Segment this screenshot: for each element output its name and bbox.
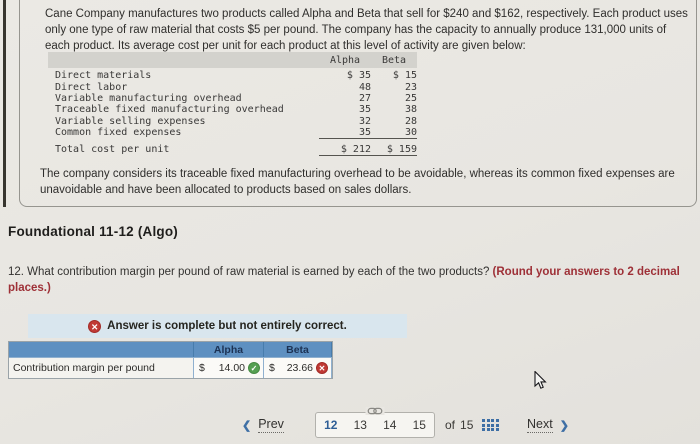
next-label: Next (527, 417, 553, 433)
screen-edge-line (3, 0, 6, 207)
total-row-label: Total cost per unit (55, 144, 170, 156)
correct-icon: ✓ (248, 362, 260, 374)
page-button-14[interactable]: 14 (383, 418, 397, 432)
row-label: Direct labor (55, 81, 128, 93)
grading-status-text: Answer is complete but not entirely corr… (107, 320, 347, 332)
cost-table-header-row: Alpha Beta (48, 52, 417, 68)
question-body: 12. What contribution margin per pound o… (8, 266, 493, 278)
next-button[interactable]: Next ❯ (527, 417, 569, 433)
beta-answer-cell[interactable]: $ 23.66 ✕ (264, 358, 332, 378)
chevron-right-icon: ❯ (559, 419, 569, 432)
table-row: Variable manufacturing overhead 27 25 (48, 93, 417, 104)
row-beta-value: 28 (404, 115, 417, 127)
row-alpha-value: 35 (358, 126, 371, 138)
row-label: Variable manufacturing overhead (55, 92, 242, 104)
incorrect-icon: ✕ (316, 362, 328, 374)
problem-intro-paragraph: Cane Company manufactures two products c… (45, 8, 688, 52)
answer-table-row: Contribution margin per pound $ 14.00 ✓ … (9, 357, 332, 378)
alpha-answer-cell[interactable]: $ 14.00 ✓ (194, 358, 264, 378)
grading-status-banner: ✕ Answer is complete but not entirely co… (28, 314, 407, 338)
link-icon (365, 407, 385, 415)
row-alpha-value: 27 (358, 92, 371, 104)
total-alpha-value: $ 212 (340, 143, 371, 155)
mouse-cursor-icon (534, 370, 549, 396)
total-pages: 15 (460, 418, 474, 432)
question-map-grid-icon[interactable] (482, 419, 499, 432)
row-beta-value: 30 (404, 126, 417, 138)
row-beta-value: 25 (404, 92, 417, 104)
page-button-15[interactable]: 15 (412, 418, 426, 432)
table-row: Common fixed expenses 35 30 (48, 126, 417, 139)
cost-table-header-beta: Beta (381, 54, 407, 66)
row-label: Traceable fixed manufacturing overhead (55, 104, 284, 116)
row-beta-value: 38 (404, 104, 417, 116)
row-alpha-value: $ 35 (346, 70, 371, 82)
row-alpha-value: 32 (358, 115, 371, 127)
question-rounding-instruction: (Round your answers to 2 decimal places.… (8, 266, 680, 295)
answer-row-label: Contribution margin per pound (9, 358, 194, 378)
table-row: Direct materials $ 35 $ 15 (48, 70, 417, 81)
answer-table-corner-cell (9, 342, 194, 357)
currency-symbol: $ (269, 362, 275, 374)
page-button-12[interactable]: 12 (324, 418, 338, 432)
row-beta-value: 23 (404, 81, 417, 93)
beta-answer-value: 23.66 (286, 362, 313, 374)
cost-table-header-alpha: Alpha (329, 54, 361, 66)
row-alpha-value: 35 (358, 104, 371, 116)
cost-per-unit-table: Alpha Beta Direct materials $ 35 $ 15 Dir… (48, 52, 417, 156)
total-beta-value: $ 159 (386, 143, 417, 155)
problem-note-paragraph: The company considers its traceable fixe… (40, 168, 675, 196)
table-row: Direct labor 48 23 (48, 81, 417, 93)
page-title: Foundational 11-12 (Algo) (8, 224, 179, 239)
currency-symbol: $ (199, 362, 205, 374)
answer-table-header-beta: Beta (264, 342, 332, 357)
incorrect-icon: ✕ (88, 319, 102, 333)
of-label: of (445, 418, 456, 432)
alpha-answer-value: 14.00 (218, 362, 245, 374)
row-label: Direct materials (55, 70, 152, 82)
row-label: Variable selling expenses (55, 115, 206, 127)
answer-table: Alpha Beta Contribution margin per pound… (8, 341, 333, 379)
problem-panel (19, 0, 697, 207)
row-alpha-value: 48 (358, 81, 371, 93)
table-row: Traceable fixed manufacturing overhead 3… (48, 104, 417, 115)
total-row: Total cost per unit $ 212 $ 159 (48, 143, 417, 156)
answer-table-header-row: Alpha Beta (9, 342, 332, 357)
row-label: Common fixed expenses (55, 127, 182, 139)
answer-table-header-alpha: Alpha (194, 342, 264, 357)
page-count: of 15 (445, 418, 473, 432)
question-text: 12. What contribution margin per pound o… (8, 264, 696, 296)
page-number-group: 12 13 14 15 (315, 407, 435, 438)
page-button-13[interactable]: 13 (353, 418, 367, 432)
prev-button[interactable]: ❮ Prev (242, 417, 284, 433)
table-row: Variable selling expenses 32 28 (48, 116, 417, 127)
chevron-left-icon: ❮ (242, 419, 252, 432)
row-beta-value: $ 15 (392, 70, 417, 82)
prev-label: Prev (258, 417, 284, 433)
